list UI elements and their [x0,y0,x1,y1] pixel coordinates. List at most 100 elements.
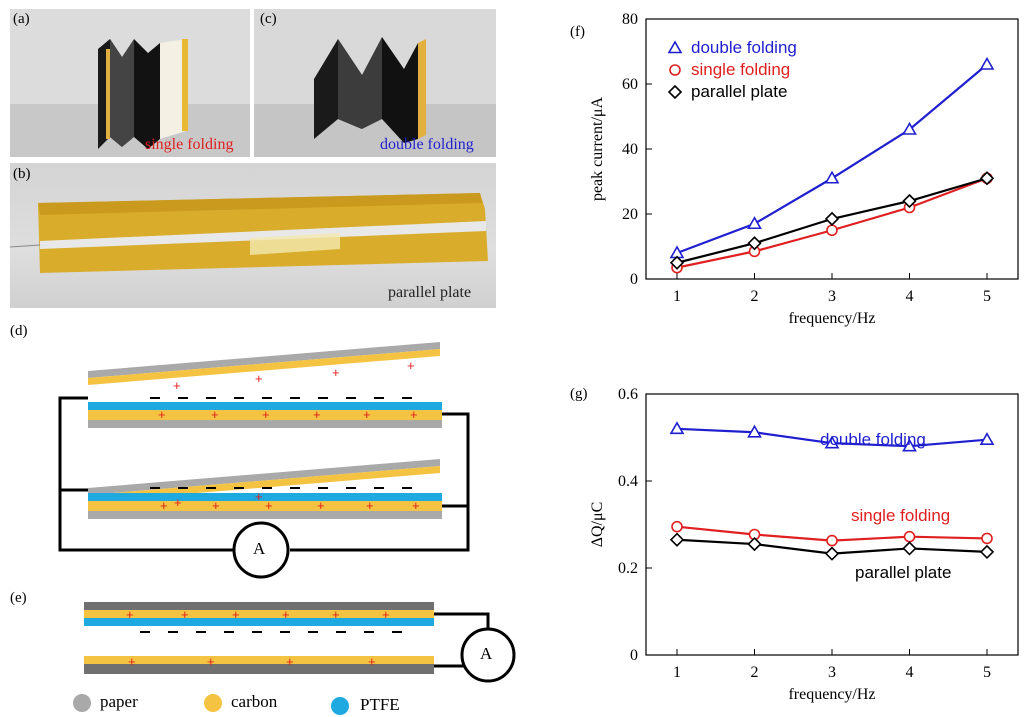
svg-text:+: + [211,407,219,422]
svg-text:+: + [255,371,263,386]
svg-text:+: + [317,498,325,513]
photo-single-folding: (a) single folding [10,9,250,157]
svg-text:+: + [412,498,420,513]
svg-text:+: + [363,407,371,422]
svg-text:+: + [332,607,340,622]
svg-text:+: + [128,654,136,669]
svg-text:+: + [158,407,166,422]
series-label-single-folding: single folding [851,506,950,525]
x-tick-label: 1 [673,664,681,681]
y-axis-label: peak current/μA [589,97,606,202]
caption-double-folding: double folding [380,136,474,153]
caption-parallel-plate: parallel plate [388,284,472,301]
svg-text:+: + [407,358,415,373]
data-point-double-folding [979,432,995,445]
legend-carbon-swatch [204,694,222,712]
data-point-double-folding [747,424,762,438]
series-label-parallel-plate: parallel plate [855,563,951,582]
data-point-parallel-plate [902,541,917,556]
circuit-wires-d [58,396,470,579]
data-point-single-folding [981,532,993,545]
y-tick-label: 80 [622,11,638,28]
svg-text:+: + [173,378,181,393]
panel-label-a: (a) [13,11,30,27]
data-point-parallel-plate [669,255,685,270]
electrode-e-bottom [84,656,434,674]
y-tick-label: 60 [622,76,638,93]
data-point-double-folding [979,56,995,70]
svg-text:+: + [262,407,270,422]
legend-marker-single-folding [669,64,681,76]
legend-label-single-folding: single folding [691,60,790,79]
data-point-parallel-plate [824,211,840,227]
x-axis-label: frequency/Hz [788,310,875,327]
y-tick-label: 0.2 [618,560,638,577]
legend-label-parallel-plate: parallel plate [691,82,787,101]
svg-text:+: + [332,365,340,380]
y-tick-label: 20 [622,206,638,223]
legend-marker-double-folding [667,40,683,54]
data-point-parallel-plate [824,546,840,561]
data-point-double-folding [669,421,685,435]
panel-label-d: (d) [10,323,28,339]
svg-text:+: + [368,654,376,669]
panel-label-f: (f) [570,24,585,40]
data-point-parallel-plate [979,171,995,186]
legend-ptfe-label: PTFE [360,695,400,714]
photo-double-folding: (c) double folding [254,9,496,157]
negative-charges [150,397,412,489]
positive-charges: + + + + + + + + + + + + + + + + + + [158,358,420,513]
data-point-double-folding [747,216,762,230]
x-tick-label: 4 [906,288,914,305]
circuit-wires-e [434,612,516,683]
legend-carbon-label: carbon [231,692,278,711]
series-label-double-folding: double folding [820,430,926,449]
y-tick-label: 0.4 [618,473,638,490]
parallel-plate-device-image [10,193,488,273]
svg-text:+: + [382,607,390,622]
series-single-folding [671,520,993,547]
svg-text:+: + [282,607,290,622]
panel-label-b: (b) [13,166,31,182]
y-axis-label: ΔQ/μC [589,502,606,548]
x-tick-label: 5 [983,288,991,305]
legend-marker-parallel-plate [667,84,683,100]
x-tick-label: 3 [828,288,836,305]
series-parallel-plate [669,532,995,561]
ammeter-label-e: A [480,644,493,663]
data-point-parallel-plate [979,544,995,560]
svg-text:+: + [212,498,220,513]
data-point-parallel-plate [902,193,917,209]
legend-label-double-folding: double folding [691,38,797,57]
data-point-parallel-plate [747,236,762,251]
data-point-single-folding [903,530,916,543]
materials-legend [73,694,349,715]
svg-text:+: + [174,495,182,510]
photo-parallel-plate: (b) parallel plate [10,163,496,308]
single-folding-device-image [10,9,250,157]
y-tick-label: 0 [630,647,638,664]
series-double-folding [669,421,995,452]
panel-label-e: (e) [10,590,27,606]
x-tick-label: 2 [751,288,759,305]
svg-text:+: + [286,654,294,669]
ptfe-electrode-1 [88,402,442,428]
x-axis-label: frequency/Hz [788,686,875,703]
svg-text:+: + [410,407,418,422]
x-tick-label: 4 [906,664,914,681]
legend-paper-swatch [73,694,91,712]
x-tick-label: 1 [673,288,681,305]
ammeter-label-d: A [253,539,266,558]
data-point-single-folding [671,520,683,533]
caption-single-folding: single folding [145,136,234,153]
svg-text:+: + [366,498,374,513]
svg-text:+: + [181,607,189,622]
legend-paper-label: paper [100,692,138,711]
svg-text:+: + [265,498,273,513]
svg-text:+: + [313,407,321,422]
y-tick-label: 0.6 [618,386,638,403]
